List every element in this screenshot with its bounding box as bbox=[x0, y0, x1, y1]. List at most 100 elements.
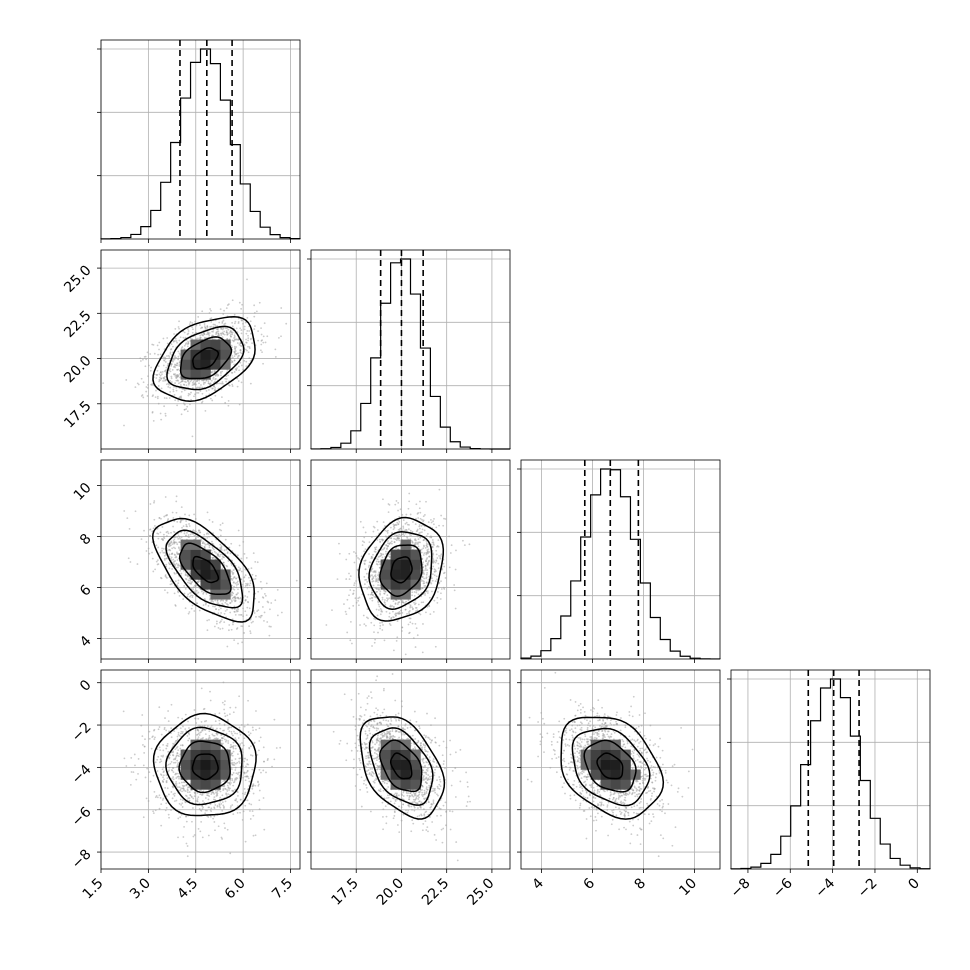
density-cell bbox=[220, 359, 231, 370]
sample-point bbox=[417, 589, 419, 592]
sample-point bbox=[234, 758, 237, 760]
sample-point bbox=[199, 830, 202, 833]
sample-point bbox=[209, 397, 212, 400]
sample-point bbox=[154, 396, 157, 399]
sample-point bbox=[246, 799, 249, 802]
sample-point bbox=[360, 555, 363, 558]
sample-point bbox=[375, 591, 378, 593]
sample-point bbox=[180, 572, 183, 575]
sample-point bbox=[157, 402, 160, 405]
sample-point bbox=[163, 370, 166, 373]
sample-point bbox=[382, 624, 384, 626]
sample-point bbox=[383, 639, 386, 642]
sample-point bbox=[251, 810, 254, 812]
sample-point bbox=[220, 334, 223, 337]
sample-point bbox=[426, 592, 429, 594]
sample-point bbox=[374, 574, 377, 576]
sample-point bbox=[160, 824, 163, 827]
sample-point bbox=[153, 352, 156, 355]
sample-point bbox=[257, 339, 260, 342]
sample-point bbox=[232, 587, 234, 590]
sample-point bbox=[176, 543, 179, 546]
sample-point bbox=[208, 594, 211, 597]
sample-point bbox=[145, 541, 148, 543]
sample-point bbox=[222, 599, 225, 602]
sample-point bbox=[219, 371, 222, 373]
sample-point bbox=[180, 506, 183, 509]
sample-point bbox=[372, 530, 375, 533]
sample-point bbox=[241, 303, 243, 306]
sample-point bbox=[194, 382, 196, 385]
sample-point bbox=[136, 382, 139, 385]
sample-point bbox=[164, 589, 166, 592]
sample-point bbox=[401, 599, 404, 602]
sample-point bbox=[182, 525, 185, 528]
sample-point bbox=[407, 623, 410, 626]
sample-point bbox=[345, 578, 348, 580]
sample-point bbox=[218, 722, 221, 725]
sample-point bbox=[164, 574, 167, 576]
sample-point bbox=[257, 609, 260, 612]
sample-point bbox=[144, 365, 147, 368]
sample-point bbox=[180, 519, 182, 522]
sample-point bbox=[228, 546, 231, 549]
sample-point bbox=[198, 609, 201, 612]
sample-point bbox=[166, 743, 169, 745]
sample-point bbox=[169, 391, 172, 393]
sample-point bbox=[388, 503, 391, 506]
sample-point bbox=[179, 384, 182, 386]
sample-point bbox=[193, 709, 196, 711]
sample-point bbox=[195, 386, 198, 389]
sample-point bbox=[215, 331, 218, 334]
sample-point bbox=[192, 328, 194, 331]
sample-point bbox=[379, 622, 381, 624]
sample-point bbox=[364, 548, 367, 551]
sample-point bbox=[219, 628, 222, 630]
sample-point bbox=[402, 601, 405, 604]
sample-point bbox=[236, 610, 238, 613]
sample-point bbox=[249, 630, 252, 633]
sample-point bbox=[167, 793, 170, 796]
sample-point bbox=[193, 534, 196, 537]
sample-point bbox=[220, 326, 223, 329]
sample-point bbox=[374, 638, 377, 641]
sample-point bbox=[157, 353, 160, 356]
sample-point bbox=[417, 593, 420, 596]
sample-point bbox=[248, 590, 250, 593]
sample-point bbox=[419, 517, 422, 520]
sample-point bbox=[235, 584, 238, 586]
sample-point bbox=[158, 378, 161, 381]
sample-point bbox=[154, 809, 157, 812]
sample-point bbox=[379, 593, 382, 596]
sample-point bbox=[232, 741, 235, 744]
sample-point bbox=[439, 555, 442, 557]
sample-point bbox=[254, 834, 257, 837]
sample-point bbox=[244, 599, 247, 602]
sample-point bbox=[254, 577, 257, 580]
sample-point bbox=[245, 614, 248, 617]
sample-point bbox=[371, 596, 374, 599]
sample-point bbox=[213, 550, 216, 553]
sample-point bbox=[242, 757, 245, 760]
sample-point bbox=[167, 543, 170, 546]
sample-point bbox=[209, 699, 212, 702]
sample-point bbox=[247, 351, 250, 354]
sample-point bbox=[134, 386, 137, 389]
sample-point bbox=[421, 651, 424, 654]
sample-point bbox=[232, 813, 235, 816]
sample-point bbox=[184, 574, 187, 576]
sample-point bbox=[164, 357, 167, 360]
sample-point bbox=[172, 340, 175, 343]
sample-point bbox=[220, 612, 223, 614]
sample-point bbox=[420, 601, 423, 604]
sample-point bbox=[353, 551, 355, 553]
sample-point bbox=[175, 377, 178, 379]
sample-point bbox=[234, 582, 237, 585]
sample-point bbox=[191, 596, 194, 599]
sample-point bbox=[241, 583, 244, 586]
sample-point bbox=[437, 567, 440, 570]
sample-point bbox=[442, 586, 445, 589]
sample-point bbox=[396, 534, 398, 537]
sample-point bbox=[428, 596, 431, 599]
sample-point bbox=[367, 593, 370, 596]
